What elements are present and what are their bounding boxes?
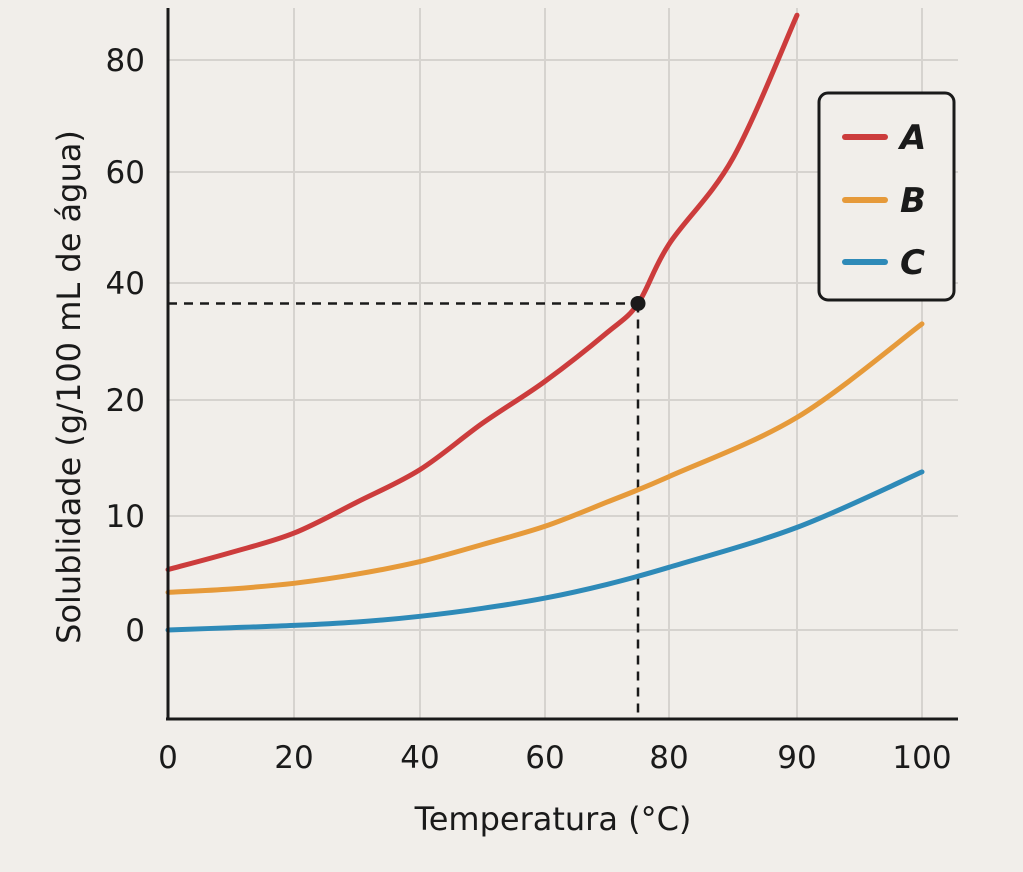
legend: ABC [817, 91, 956, 302]
y-tick-label: 60 [106, 155, 145, 191]
series-line-a [165, 12, 800, 573]
x-tick-label: 20 [274, 740, 313, 776]
legend-box [817, 91, 956, 302]
x-axis-title: Temperatura (°C) [414, 800, 692, 838]
legend-label-c: C [900, 243, 925, 283]
y-tick-label: 80 [106, 43, 145, 79]
legend-label-b: B [900, 181, 926, 221]
y-tick-label: 0 [125, 613, 145, 649]
x-tick-label: 100 [892, 740, 951, 776]
tick-labels: 0 20 40 60 80 90 100 0 10 20 40 60 80 [106, 43, 952, 776]
y-axis-title: Solublidade (g/100 mL de água) [50, 130, 88, 644]
y-tick-label: 10 [106, 499, 145, 535]
annotation-point [630, 295, 646, 311]
series-layer [165, 12, 925, 633]
y-tick-label: 20 [106, 383, 145, 419]
x-tick-label: 80 [649, 740, 688, 776]
axes [166, 8, 958, 721]
x-tick-label: 90 [777, 740, 816, 776]
x-tick-label: 60 [525, 740, 564, 776]
annotation-guides [168, 302, 640, 719]
legend-label-a: A [897, 118, 926, 158]
x-tick-label: 0 [158, 740, 178, 776]
series-line-b [165, 321, 925, 595]
y-tick-label: 40 [106, 266, 145, 302]
x-tick-label: 40 [400, 740, 439, 776]
series-line-c [165, 469, 925, 633]
